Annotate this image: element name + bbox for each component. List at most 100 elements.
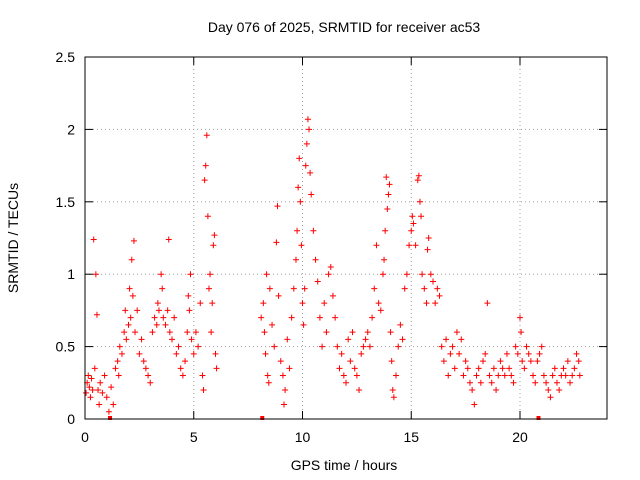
data-point [501,372,508,379]
data-point [408,227,415,234]
data-point [165,236,172,243]
data-point [122,307,129,314]
data-point [397,321,404,328]
data-point [263,271,270,278]
data-point [195,343,202,350]
data-point [261,329,268,336]
data-point [275,292,282,299]
data-point [447,350,454,357]
data-point [523,343,530,350]
data-point [490,365,497,372]
data-point [290,285,297,292]
data-point [213,365,220,372]
data-point [347,358,354,365]
data-point [279,372,286,379]
data-point [569,372,576,379]
data-point [302,162,309,169]
data-point [453,329,460,336]
data-point [383,174,390,181]
data-point [125,321,132,328]
baseline-markers [108,416,541,420]
data-point [345,336,352,343]
data-point [462,358,469,365]
data-point [203,132,210,139]
data-point [136,350,143,357]
data-point [173,350,180,357]
data-point [503,350,510,357]
data-point [338,350,345,357]
x-tick-label: 10 [295,429,311,445]
data-point [147,379,154,386]
data-point [116,343,123,350]
chart-title: Day 076 of 2025, SRMTID for receiver ac5… [208,19,481,35]
data-point [343,379,349,386]
data-point [208,329,215,336]
data-point [432,300,439,307]
data-point [534,358,541,365]
data-point [423,300,430,307]
data-point [86,384,93,391]
data-point [456,350,463,357]
data-point [211,232,218,239]
x-tick-label: 20 [512,429,528,445]
data-point [567,379,574,386]
data-point [389,387,396,394]
data-point [160,314,167,321]
data-point [543,379,550,386]
data-point [340,372,347,379]
data-point [87,394,94,401]
data-point [188,336,195,343]
data-point [171,314,178,321]
data-point [92,271,99,278]
data-point [202,162,209,169]
baseline-marker [260,416,265,420]
data-point [89,387,96,394]
data-point [424,246,431,253]
data-point [409,213,416,220]
x-axis-label: GPS time / hours [291,457,398,473]
data-point [440,358,447,365]
data-point [297,198,304,205]
data-point [530,372,537,379]
data-point [473,372,480,379]
data-point [443,336,450,343]
data-point [464,365,471,372]
data-point [458,336,465,343]
data-point [265,379,272,386]
data-point [95,387,102,394]
data-point [573,350,580,357]
data-point [475,365,482,372]
data-point [301,285,308,292]
data-point [273,239,280,246]
data-point [493,387,500,394]
baseline-marker [536,416,541,420]
data-point [325,271,332,278]
data-point [310,227,317,234]
data-point [159,285,166,292]
data-point [91,365,98,372]
x-tick-label: 15 [403,429,419,445]
data-point [262,350,269,357]
data-point [149,329,156,336]
data-point [96,401,103,408]
data-point [508,372,515,379]
data-point [154,300,161,307]
plot-frame [84,56,608,420]
data-point [414,177,421,184]
data-point [460,372,467,379]
grid-lines [85,57,607,419]
data-point [540,372,547,379]
data-point [387,329,394,336]
data-point [114,358,121,365]
data-point [204,213,211,220]
data-points [83,116,583,415]
data-point [108,384,115,391]
data-point [386,181,393,188]
data-point [449,343,456,350]
data-point [545,387,552,394]
data-point [118,350,125,357]
data-point [169,336,175,343]
data-point [90,236,97,243]
data-point [514,350,521,357]
